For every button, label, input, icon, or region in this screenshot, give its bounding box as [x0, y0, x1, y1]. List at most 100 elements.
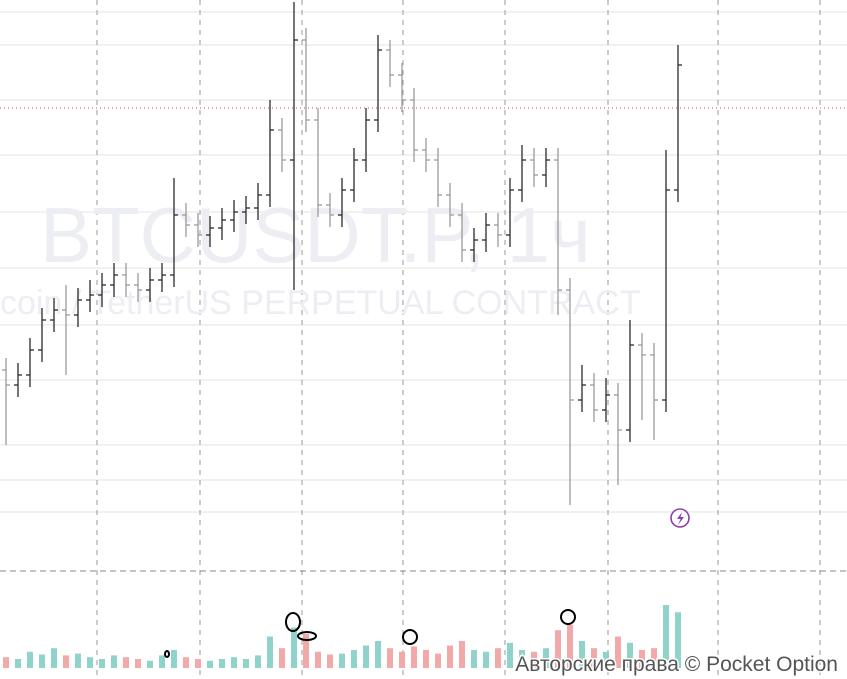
ohlc-bar	[626, 320, 634, 442]
volume-bar	[651, 648, 657, 668]
volume-bar	[639, 650, 645, 668]
volume-bar	[387, 648, 393, 668]
ohlc-bar	[50, 298, 58, 332]
ohlc-bar	[206, 216, 214, 247]
volume-bar	[507, 642, 513, 668]
volume-bar	[267, 636, 273, 668]
ohlc-bar	[170, 178, 178, 287]
ohlc-bar	[230, 200, 238, 232]
ohlc-bar	[566, 278, 574, 505]
volume-bar	[99, 659, 105, 668]
ohlc-bar	[350, 148, 358, 202]
ohlc-bar	[482, 213, 490, 252]
volume-bar	[255, 655, 261, 668]
ohlc-bar	[662, 150, 670, 412]
volume-bar	[375, 641, 381, 668]
ohlc-bar	[590, 373, 598, 422]
volume-bar	[63, 655, 69, 668]
volume-bar	[435, 653, 441, 668]
volume-bar	[603, 651, 609, 668]
annotation-circle	[297, 631, 317, 641]
volume-bar	[315, 651, 321, 668]
volume-bar	[471, 650, 477, 668]
ohlc-bar	[2, 358, 10, 445]
ohlc-bar	[26, 338, 34, 387]
volume-bar	[663, 605, 669, 668]
ohlc-bar	[458, 203, 466, 262]
volume-bar	[579, 641, 585, 668]
ohlc-bar	[650, 343, 658, 440]
volume-bar	[459, 641, 465, 668]
volume-bar	[291, 627, 297, 668]
time-grid	[96, 0, 821, 679]
volume-bar	[543, 648, 549, 668]
ohlc-bar	[398, 63, 406, 112]
ohlc-bar	[446, 183, 454, 227]
annotation-circle	[285, 612, 301, 632]
volume-bar	[195, 659, 201, 668]
annotations	[164, 609, 576, 658]
volume-bar	[591, 648, 597, 668]
ohlc-bar	[122, 263, 130, 297]
ohlc-bar	[578, 365, 586, 412]
volume-bar	[627, 642, 633, 668]
alert-icon[interactable]	[670, 508, 690, 528]
ohlc-bar	[554, 148, 562, 315]
volume-bar	[111, 655, 117, 668]
copyright: Авторские права © Pocket Option	[515, 653, 838, 676]
volume-bar	[327, 654, 333, 668]
volume-bar	[207, 660, 213, 668]
volume-bar	[147, 660, 153, 668]
volume-bar	[531, 651, 537, 668]
ohlc-bar	[314, 108, 322, 217]
ohlc-bar	[146, 268, 154, 302]
volume-bar	[495, 648, 501, 668]
ohlc-bar	[14, 363, 22, 397]
annotation-circle	[402, 629, 418, 645]
ohlc-bar	[98, 273, 106, 307]
volume-bar	[483, 651, 489, 668]
ohlc-bar	[674, 45, 682, 202]
volume-bar	[399, 651, 405, 668]
volume-bar	[411, 646, 417, 668]
volume-bar	[339, 653, 345, 668]
ohlc-bar	[494, 213, 502, 247]
volume-bar	[39, 654, 45, 668]
volume-bar	[303, 633, 309, 668]
volume-bar	[555, 630, 561, 668]
ohlc-bar	[470, 228, 478, 262]
volume-bar	[183, 657, 189, 668]
ohlc-bar	[242, 196, 250, 224]
ohlc-bar	[614, 383, 622, 485]
ohlc-bar	[38, 308, 46, 362]
ohlc-bar	[134, 273, 142, 302]
volume-bar	[171, 650, 177, 668]
ohlc-bar	[638, 333, 646, 420]
ohlc-bar	[434, 148, 442, 207]
volume-bar	[423, 650, 429, 668]
ohlc-bar	[86, 280, 94, 312]
ohlc-bar	[422, 138, 430, 172]
volume-bar	[243, 659, 249, 668]
ohlc-bar	[338, 178, 346, 227]
volume-bar	[447, 645, 453, 668]
ohlc-bar	[518, 145, 526, 202]
volume-bar	[75, 653, 81, 668]
ohlc-bar	[410, 88, 418, 162]
volume-bar	[15, 659, 21, 668]
volume-bar	[351, 650, 357, 668]
volume-bar	[159, 655, 165, 668]
ohlc-bar	[158, 263, 166, 292]
volume-bar	[27, 651, 33, 668]
volume-bar	[123, 657, 129, 668]
volume-bar	[615, 636, 621, 668]
ohlc-bar	[362, 108, 370, 172]
ohlc-bar	[530, 148, 538, 187]
ohlc-bar	[506, 178, 514, 247]
ohlc-bar	[194, 213, 202, 247]
volume-bar	[51, 648, 57, 668]
volume-bar	[87, 657, 93, 668]
volume-bar	[567, 624, 573, 668]
